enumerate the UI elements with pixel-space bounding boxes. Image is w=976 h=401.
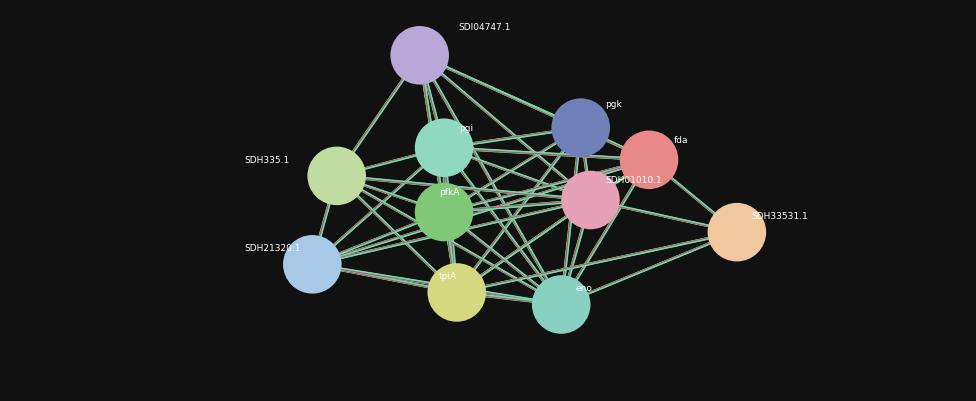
Text: SDH01010.1: SDH01010.1 [605, 176, 662, 184]
Ellipse shape [415, 119, 473, 178]
Text: eno: eno [576, 284, 592, 293]
Text: SDI04747.1: SDI04747.1 [459, 23, 511, 32]
Ellipse shape [427, 263, 486, 322]
Ellipse shape [561, 171, 620, 230]
Ellipse shape [620, 131, 678, 190]
Text: SDH335.1: SDH335.1 [244, 156, 289, 164]
Ellipse shape [390, 27, 449, 85]
Text: fda: fda [673, 136, 688, 144]
Text: SDH21320.1: SDH21320.1 [244, 244, 301, 253]
Ellipse shape [307, 147, 366, 206]
Text: SDH33531.1: SDH33531.1 [752, 212, 808, 221]
Ellipse shape [283, 235, 342, 294]
Text: pgk: pgk [605, 99, 622, 108]
Ellipse shape [551, 99, 610, 158]
Text: pgi: pgi [459, 124, 472, 132]
Text: tpiA: tpiA [439, 272, 458, 281]
Ellipse shape [708, 203, 766, 262]
Ellipse shape [415, 183, 473, 242]
Text: pfkA: pfkA [439, 188, 460, 196]
Ellipse shape [532, 275, 590, 334]
